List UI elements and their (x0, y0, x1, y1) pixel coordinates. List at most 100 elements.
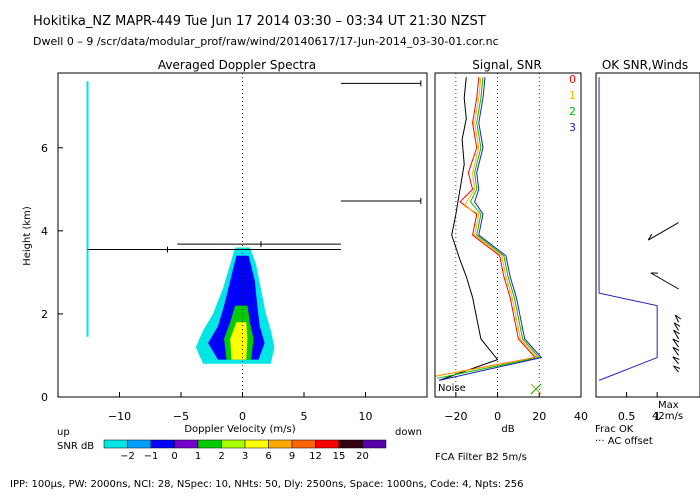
winds-frame (595, 72, 700, 398)
wind-barb-0 (673, 365, 679, 373)
winds-frac-ok-line (598, 77, 658, 381)
wind-barb-8 (648, 222, 679, 241)
spectra-x-tick-label-2: 0 (239, 410, 246, 423)
spectra-x-tick-label-1: −5 (173, 410, 189, 423)
legend-value-6: 6 (265, 451, 271, 462)
legend-swatch-8 (291, 439, 316, 449)
winds-frac-ok-label: Frac OK (595, 424, 634, 435)
winds-x-ticks: 0.5 1 (618, 392, 661, 423)
wind-barb-head-8 (647, 233, 653, 241)
spectra-x-label: Doppler Velocity (m/s) (184, 424, 295, 435)
legend-swatch-3 (174, 439, 199, 449)
snr-frame (434, 72, 582, 398)
spectra-y-tick-label-2: 4 (41, 225, 48, 238)
snr-series-noise (439, 77, 499, 381)
wind-barb-head-5 (673, 322, 681, 327)
legend-swatch-11 (362, 439, 387, 449)
winds-panel: OK SNR,Winds 0.5 1 Frac OK ··· AC offset … (595, 58, 700, 447)
legend-swatch-9 (315, 439, 340, 449)
snr-legend-2: 2 (569, 105, 576, 118)
wind-barb-head-6 (674, 314, 682, 320)
wind-barb-4 (673, 329, 680, 340)
legend-swatch-5 (221, 439, 246, 449)
winds-max-value: 42m/s (652, 411, 683, 422)
winds-barbs (647, 222, 682, 373)
winds-x-tick-label-0: 0.5 (618, 410, 636, 423)
legend-value-4: 2 (218, 451, 224, 462)
winds-title: OK SNR,Winds (602, 58, 688, 72)
legend-value-labels: −2 −1 0 1 2 3 6 9 12 15 20 (120, 451, 369, 462)
legend-swatch-1 (127, 439, 152, 449)
legend-swatch-10 (338, 439, 363, 449)
spectra-panel: Averaged Doppler Spectra −10 −5 0 5 10 0246 … (22, 58, 428, 435)
winds-max-label: Max (658, 400, 679, 411)
wind-barb-5 (673, 322, 680, 331)
spectra-x-ticks: −10 −5 0 5 10 (108, 392, 373, 423)
legend-value-10: 20 (356, 451, 369, 462)
wind-barb-1 (672, 356, 679, 365)
snr-x-tick-label-0: −20 (444, 410, 467, 423)
legend-swatch-7 (268, 439, 293, 449)
spectra-wind-markers (87, 80, 422, 253)
wind-barb-head-2 (672, 346, 680, 351)
spectra-y-ticks: 0 2 4 6 (41, 142, 63, 404)
legend-value-2: 0 (171, 451, 177, 462)
legend-swatch-6 (244, 439, 269, 449)
snr-x-label: dB (501, 424, 514, 435)
snr-panel: Signal, SNR −20 0 20 40 dB Noise 0 1 2 3 (434, 58, 588, 435)
snr-x-ticks: −20 0 20 40 (444, 392, 588, 423)
legend-up: up (57, 427, 70, 438)
snr-title: Signal, SNR (472, 58, 541, 72)
wind-barb-3 (672, 338, 679, 348)
legend-swatch-0 (103, 439, 128, 449)
winds-ac-offset-note: ··· AC offset (595, 436, 653, 447)
spectra-y-label: Height (km) (22, 206, 33, 266)
wind-barb-2 (672, 346, 679, 356)
snr-color-legend: up down SNR dB −2 −1 0 1 2 3 6 9 12 15 20 (57, 427, 422, 462)
legend-swatches (103, 439, 387, 449)
footer-params: IPP: 100μs, PW: 2000ns, NCI: 28, NSpec: … (10, 479, 523, 490)
snr-series-2 (436, 77, 541, 379)
snr-x-tick-label-3: 40 (574, 410, 588, 423)
legend-value-0: −2 (120, 451, 135, 462)
winds-series-frac_ok (598, 77, 658, 381)
snr-series-0 (434, 77, 537, 377)
legend-value-3: 1 (195, 451, 201, 462)
legend-down: down (395, 427, 422, 438)
legend-snr-label: SNR dB (57, 441, 94, 452)
spectra-x-tick-label-4: 10 (359, 410, 373, 423)
spectra-y-tick-label-3: 6 (41, 142, 48, 155)
snr-legend-0: 0 (569, 73, 576, 86)
legend-swatch-4 (197, 439, 222, 449)
wind-barb-7 (650, 272, 679, 290)
snr-legend-1: 1 (569, 89, 576, 102)
snr-series-3 (439, 77, 543, 381)
snr-x-marker (530, 383, 542, 395)
wind-barb-head-3 (672, 338, 680, 343)
wind-barb-6 (674, 314, 680, 323)
snr-x-tick-label-1: 0 (494, 410, 501, 423)
legend-value-1: −1 (144, 451, 159, 462)
legend-value-7: 9 (289, 451, 295, 462)
wind-barb-head-0 (673, 365, 681, 369)
header-line1: Hokitika_NZ MAPR-449 Tue Jun 17 2014 03:… (33, 14, 486, 29)
spectra-x-tick-label-3: 5 (301, 410, 308, 423)
snr-noise-label: Noise (438, 383, 466, 394)
winds-x-tick-label-1: 1 (654, 410, 661, 423)
spectra-contour-3 (230, 322, 248, 360)
legend-value-9: 15 (333, 451, 346, 462)
snr-x-tick-label-2: 20 (532, 410, 546, 423)
spectra-y-tick-label-1: 2 (41, 308, 48, 321)
spectra-contours (195, 247, 275, 364)
spectra-title: Averaged Doppler Spectra (158, 58, 316, 72)
filter-label: FCA Filter B2 5m/s (435, 452, 527, 463)
header-line2: Dwell 0 – 9 /scr/data/modular_prof/raw/w… (33, 35, 499, 48)
legend-value-5: 3 (242, 451, 248, 462)
wind-barb-head-4 (673, 329, 680, 335)
wind-barb-head-1 (672, 356, 680, 360)
snr-legend-3: 3 (569, 121, 576, 134)
snr-series-lines (434, 77, 543, 381)
legend-swatch-2 (150, 439, 175, 449)
spectra-y-tick-label-0: 0 (41, 391, 48, 404)
